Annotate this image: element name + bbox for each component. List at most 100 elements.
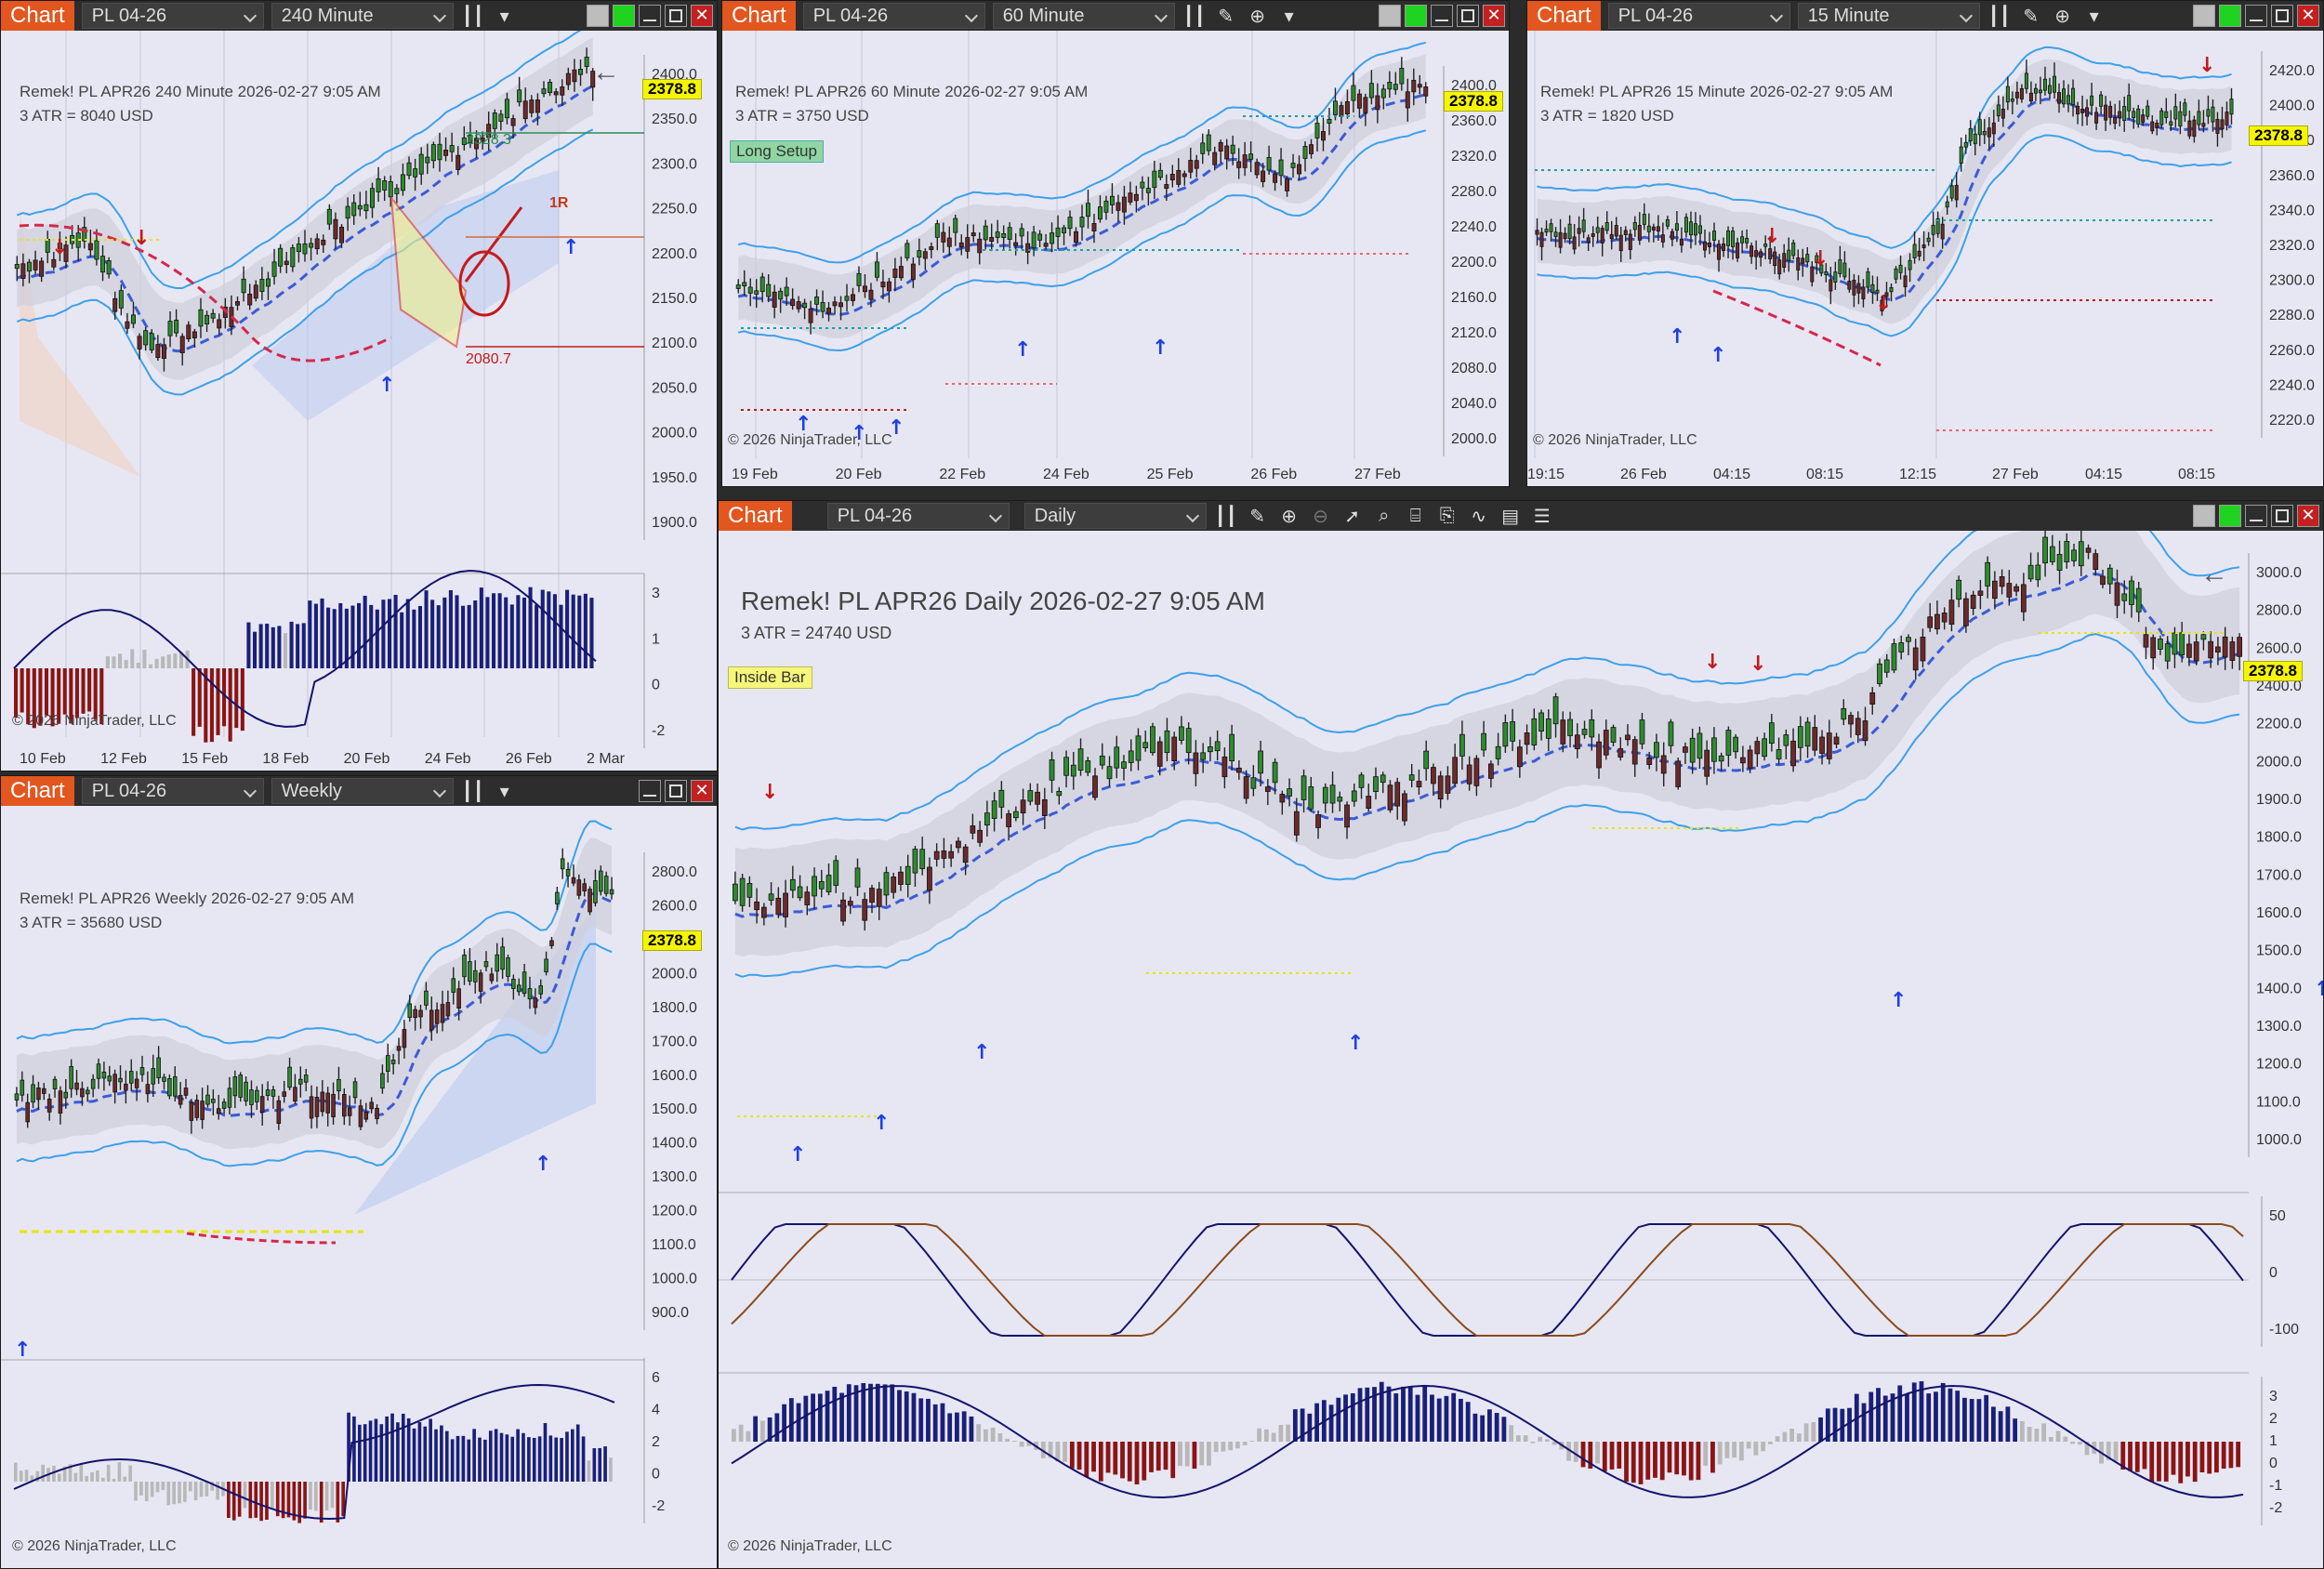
strategies-icon[interactable]: ▤ xyxy=(1501,506,1520,527)
templates-icon[interactable]: ☰ xyxy=(1533,506,1551,527)
instrument-selector[interactable]: PL 04-26 xyxy=(1607,3,1790,29)
instrument-selector[interactable]: PL 04-26 xyxy=(81,778,264,804)
signal-up-arrow: ↑ xyxy=(14,1338,31,1362)
minimize-button[interactable] xyxy=(639,780,661,802)
link-gray-button[interactable] xyxy=(587,5,609,27)
chart-panel[interactable]: 2800.02600.02200.02000.01800.01700.01600… xyxy=(1,806,717,1568)
instrument-selector[interactable]: PL 04-26 xyxy=(826,503,1010,529)
chart-menu-button[interactable]: Chart xyxy=(719,501,792,531)
maximize-button[interactable] xyxy=(665,5,687,27)
zoom-in-icon[interactable]: ⊕ xyxy=(1281,506,1298,527)
candle-body xyxy=(1200,142,1206,154)
histogram-bar xyxy=(35,1470,40,1482)
zoom-in-icon[interactable]: ⊕ xyxy=(1249,6,1266,27)
bar-style-icon[interactable]: ┃┃ xyxy=(1987,6,2011,27)
histogram-bar xyxy=(401,1413,405,1482)
link-green-button[interactable] xyxy=(2219,505,2241,527)
indicators-icon[interactable]: ∿ xyxy=(1471,506,1487,527)
zoom-out-icon[interactable]: ⊖ xyxy=(1313,506,1329,527)
link-gray-button[interactable] xyxy=(2193,505,2215,527)
maximize-button[interactable] xyxy=(2271,5,2293,27)
histogram-bar xyxy=(1703,1442,1709,1466)
close-button[interactable]: ✕ xyxy=(691,780,713,802)
minimize-button[interactable] xyxy=(639,5,661,27)
bar-style-icon[interactable]: ┃┃ xyxy=(1214,506,1237,527)
candle-body xyxy=(1787,249,1791,261)
candle-body xyxy=(290,247,296,268)
time-axis-tick: 10 Feb xyxy=(20,751,66,767)
bar-style-icon[interactable]: ┃┃ xyxy=(461,781,484,802)
minimize-button[interactable] xyxy=(2245,5,2267,27)
time-axis-tick: 2 Mar xyxy=(587,751,626,767)
candle-body xyxy=(898,871,904,885)
interval-selector[interactable]: 240 Minute xyxy=(271,3,454,29)
link-gray-button[interactable] xyxy=(2193,5,2215,27)
zoom-in-icon[interactable]: ⊕ xyxy=(2054,6,2071,27)
candle-body xyxy=(1604,221,1609,231)
interval-selector[interactable]: 15 Minute xyxy=(1797,3,1980,29)
candle-body xyxy=(533,997,538,1009)
histogram-bar xyxy=(148,664,153,668)
instrument-selector[interactable]: PL 04-26 xyxy=(802,3,985,29)
chart-trader-icon[interactable]: ⌸ xyxy=(1409,505,1421,526)
data-box-icon[interactable]: ⌕ xyxy=(1379,505,1390,526)
close-button[interactable]: ✕ xyxy=(2297,505,2319,527)
maximize-button[interactable] xyxy=(2271,505,2293,527)
histogram-bar xyxy=(1235,1442,1240,1449)
instrument-selector[interactable]: PL 04-26 xyxy=(81,3,264,29)
candle-body xyxy=(754,901,759,911)
link-green-button[interactable] xyxy=(1405,5,1427,27)
close-button[interactable]: ✕ xyxy=(691,5,713,27)
maximize-button[interactable] xyxy=(1457,5,1479,27)
maximize-button[interactable] xyxy=(665,780,687,802)
interval-selector[interactable]: Weekly xyxy=(271,778,454,804)
histogram-bar xyxy=(205,1482,209,1496)
chart-menu-button[interactable]: Chart xyxy=(1527,1,1601,31)
minimize-button[interactable] xyxy=(2245,505,2267,527)
candle-body xyxy=(1206,134,1211,152)
minimize-button[interactable] xyxy=(1431,5,1453,27)
candle-body xyxy=(2035,564,2041,581)
drawing-tools-icon[interactable]: ✎ xyxy=(1218,6,1235,27)
interval-selector[interactable]: Daily xyxy=(1023,503,1207,529)
chart-panel[interactable]: 2400.0 2360.0 2320.0 2280.0 2240.0 2200.0 2160… xyxy=(722,31,1509,486)
histogram-bar xyxy=(788,1398,794,1442)
histogram-bar xyxy=(289,621,294,668)
chart-panel[interactable]: 2400.0 2350.0 2300.0 2250.0 2200.0 2150.0 2100… xyxy=(1,31,717,771)
close-button[interactable]: ✕ xyxy=(2297,5,2319,27)
histogram-bar xyxy=(839,1392,844,1442)
histogram-bar xyxy=(882,1384,888,1442)
link-gray-button[interactable] xyxy=(1379,5,1401,27)
drawing-tools-icon[interactable]: ✎ xyxy=(1249,506,1266,527)
candle-body xyxy=(2178,111,2183,127)
bar-style-icon[interactable]: ┃┃ xyxy=(1182,6,1206,27)
dropdown-icon[interactable]: ▾ xyxy=(499,781,509,802)
link-green-button[interactable] xyxy=(2219,5,2241,27)
close-button[interactable]: ✕ xyxy=(1483,5,1505,27)
candle-body xyxy=(2173,106,2178,120)
back-arrow-icon[interactable]: ← xyxy=(592,57,620,87)
chart-panel[interactable]: 3000.0 2800.0 2600.0 2400.0 2200.0 2000.0 1900… xyxy=(719,531,2323,1568)
chart-menu-button[interactable]: Chart xyxy=(1,776,74,806)
pointer-icon[interactable]: ➚ xyxy=(1344,506,1361,527)
candle-body xyxy=(1502,722,1509,747)
chart-panel[interactable]: 2420.02400.02380.02360.02340.02320.02300… xyxy=(1527,31,2323,486)
drawing-tools-icon[interactable]: ✎ xyxy=(2023,6,2040,27)
histogram-bar xyxy=(581,1436,586,1482)
dropdown-icon[interactable]: ▾ xyxy=(2089,6,2099,27)
histogram-bar xyxy=(209,668,214,743)
dropdown-icon[interactable]: ▾ xyxy=(499,6,509,27)
lower-band-line xyxy=(16,128,594,396)
chart-menu-button[interactable]: Chart xyxy=(1,1,74,31)
dropdown-icon[interactable]: ▾ xyxy=(1284,6,1294,27)
candle-body xyxy=(1549,223,1553,232)
interval-selector[interactable]: 60 Minute xyxy=(992,3,1175,29)
bar-style-icon[interactable]: ┃┃ xyxy=(461,6,484,27)
chart-menu-button[interactable]: Chart xyxy=(722,1,796,31)
candle-body xyxy=(1725,730,1732,756)
candle-body xyxy=(590,71,596,88)
link-green-button[interactable] xyxy=(613,5,635,27)
candle-body xyxy=(2104,104,2108,121)
back-arrow-icon[interactable]: ← xyxy=(2200,559,2228,589)
screenshot-icon[interactable]: ⎘ xyxy=(1439,505,1455,526)
